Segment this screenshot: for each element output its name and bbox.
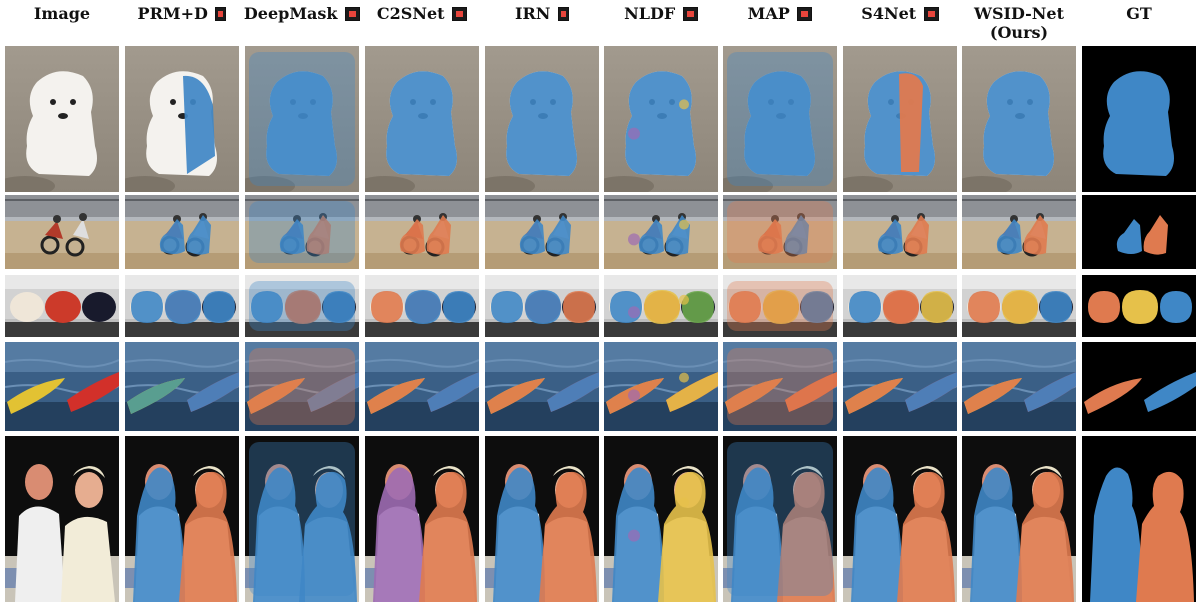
paper-marker-icon bbox=[923, 7, 939, 21]
column-title: S4Net bbox=[840, 4, 960, 23]
cell-puppy-s4net bbox=[843, 46, 957, 192]
cell-couple-wsid bbox=[962, 436, 1076, 602]
cell-motorbikes-c2snet bbox=[365, 195, 479, 269]
cell-couple-image bbox=[5, 436, 119, 602]
cell-pitchers-c2snet bbox=[365, 275, 479, 337]
cell-couple-s4net bbox=[843, 436, 957, 602]
cell-kayaks-wsid bbox=[962, 342, 1076, 431]
column-header-s4net: S4Net bbox=[840, 4, 960, 23]
cell-puppy-deepmask bbox=[245, 46, 359, 192]
cell-couple-gt bbox=[1082, 436, 1196, 602]
cell-puppy-image bbox=[5, 46, 119, 192]
cell-kayaks-s4net bbox=[843, 342, 957, 431]
cell-motorbikes-image bbox=[5, 195, 119, 269]
cell-pitchers-wsid bbox=[962, 275, 1076, 337]
column-title: DeepMask bbox=[242, 4, 362, 23]
paper-marker-icon bbox=[682, 7, 698, 21]
column-header-c2snet: C2SNet bbox=[362, 4, 482, 23]
cell-motorbikes-irn bbox=[485, 195, 599, 269]
cell-pitchers-irn bbox=[485, 275, 599, 337]
cell-couple-prmd bbox=[125, 436, 239, 602]
cell-puppy-c2snet bbox=[365, 46, 479, 192]
column-title: GT bbox=[1126, 4, 1152, 23]
cell-kayaks-map bbox=[723, 342, 837, 431]
cell-motorbikes-wsid bbox=[962, 195, 1076, 269]
column-header-deepmask: DeepMask bbox=[242, 4, 362, 23]
cell-couple-map bbox=[723, 436, 837, 602]
cell-pitchers-image bbox=[5, 275, 119, 337]
cell-pitchers-gt bbox=[1082, 275, 1196, 337]
cell-motorbikes-deepmask bbox=[245, 195, 359, 269]
cell-puppy-prmd bbox=[125, 46, 239, 192]
cell-motorbikes-map bbox=[723, 195, 837, 269]
column-title: C2SNet bbox=[362, 4, 482, 23]
paper-marker-icon bbox=[215, 7, 227, 21]
column-header-prmd: PRM+D bbox=[122, 4, 242, 23]
column-title: WSID-Net bbox=[973, 4, 1064, 23]
paper-marker-icon bbox=[797, 7, 813, 21]
column-header-wsid: WSID-Net (Ours) bbox=[959, 4, 1079, 42]
cell-puppy-map bbox=[723, 46, 837, 192]
cell-kayaks-c2snet bbox=[365, 342, 479, 431]
column-title: IRN bbox=[482, 4, 602, 23]
column-title: Image bbox=[33, 4, 91, 23]
cell-kayaks-nldf bbox=[604, 342, 718, 431]
column-header-map: MAP bbox=[720, 4, 840, 23]
paper-marker-icon bbox=[452, 7, 468, 21]
cell-kayaks-image bbox=[5, 342, 119, 431]
cell-pitchers-s4net bbox=[843, 275, 957, 337]
cell-motorbikes-gt bbox=[1082, 195, 1196, 269]
column-header-gt: GT bbox=[1079, 4, 1199, 23]
cell-couple-c2snet bbox=[365, 436, 479, 602]
cell-pitchers-map bbox=[723, 275, 837, 337]
paper-marker-icon bbox=[557, 7, 569, 21]
cell-pitchers-deepmask bbox=[245, 275, 359, 337]
cell-motorbikes-s4net bbox=[843, 195, 957, 269]
column-header-nldf: NLDF bbox=[601, 4, 721, 23]
column-header-irn: IRN bbox=[482, 4, 602, 23]
cell-puppy-wsid bbox=[962, 46, 1076, 192]
column-title: NLDF bbox=[601, 4, 721, 23]
cell-kayaks-deepmask bbox=[245, 342, 359, 431]
cell-puppy-gt bbox=[1082, 46, 1196, 192]
cell-puppy-nldf bbox=[604, 46, 718, 192]
column-subtitle: (Ours) bbox=[989, 23, 1049, 42]
cell-kayaks-irn bbox=[485, 342, 599, 431]
cell-couple-deepmask bbox=[245, 436, 359, 602]
cell-pitchers-prmd bbox=[125, 275, 239, 337]
cell-kayaks-gt bbox=[1082, 342, 1196, 431]
cell-couple-nldf bbox=[604, 436, 718, 602]
column-title: PRM+D bbox=[122, 4, 242, 23]
paper-marker-icon bbox=[345, 7, 361, 21]
cell-motorbikes-prmd bbox=[125, 195, 239, 269]
cell-puppy-irn bbox=[485, 46, 599, 192]
column-title: MAP bbox=[720, 4, 840, 23]
cell-kayaks-prmd bbox=[125, 342, 239, 431]
cell-motorbikes-nldf bbox=[604, 195, 718, 269]
column-header-image: Image bbox=[2, 4, 122, 23]
cell-couple-irn bbox=[485, 436, 599, 602]
cell-pitchers-nldf bbox=[604, 275, 718, 337]
